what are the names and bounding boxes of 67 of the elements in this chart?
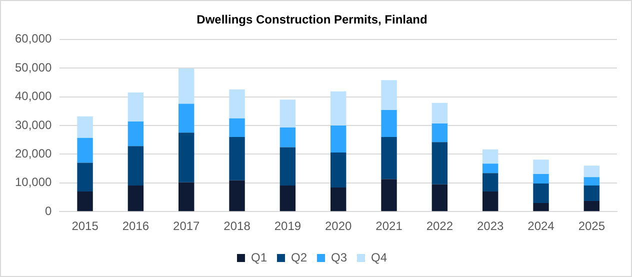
bar xyxy=(432,184,448,212)
bar xyxy=(229,136,245,180)
x-tick-label: 2015 xyxy=(72,219,99,234)
x-tick-label: 2024 xyxy=(528,219,555,234)
y-tick-label: 40,000 xyxy=(15,89,52,104)
bar xyxy=(381,110,397,137)
y-tick-label: 0 xyxy=(45,204,52,218)
bar xyxy=(381,179,397,212)
bar xyxy=(482,164,498,174)
x-tick-label: 2016 xyxy=(122,219,150,234)
y-tick-label: 20,000 xyxy=(15,146,52,161)
x-tick-label: 2019 xyxy=(274,219,302,234)
bar xyxy=(584,200,600,212)
bar xyxy=(77,138,93,163)
bar xyxy=(77,192,93,212)
bar xyxy=(178,132,194,182)
bar xyxy=(178,68,194,104)
bar xyxy=(432,142,448,184)
x-tick-label: 2020 xyxy=(325,219,352,234)
bar xyxy=(432,102,448,124)
y-tick-label: 50,000 xyxy=(15,60,52,74)
bar xyxy=(330,187,346,212)
bar xyxy=(178,104,194,133)
legend-label: Q4 xyxy=(371,250,388,264)
bar xyxy=(432,123,448,142)
x-tick-label: 2017 xyxy=(173,219,200,234)
bar xyxy=(482,192,498,212)
bar xyxy=(584,185,600,201)
bar xyxy=(77,162,93,192)
bar xyxy=(280,100,296,128)
bar xyxy=(482,149,498,164)
x-tick-label: 2025 xyxy=(578,219,606,234)
bar xyxy=(533,202,549,212)
bar xyxy=(128,121,144,146)
bar xyxy=(229,118,245,137)
bar xyxy=(280,147,296,186)
bar xyxy=(229,89,245,118)
y-tick-label: 60,000 xyxy=(15,32,52,46)
x-tick-label: 2018 xyxy=(224,219,251,234)
legend-label: Q1 xyxy=(250,250,268,264)
bar xyxy=(229,180,245,212)
x-tick-label: 2022 xyxy=(426,219,454,234)
y-tick-label: 30,000 xyxy=(15,118,52,132)
bar xyxy=(77,116,93,138)
legend-label: Q2 xyxy=(290,250,308,264)
bar xyxy=(178,182,194,212)
bar xyxy=(128,185,144,212)
bar xyxy=(280,128,296,148)
bar xyxy=(381,80,397,110)
x-tick-label: 2023 xyxy=(476,219,504,234)
legend-label: Q3 xyxy=(331,250,348,264)
bar xyxy=(330,91,346,126)
bar xyxy=(381,136,397,180)
bar xyxy=(533,160,549,174)
chart-title: Dwellings Construction Permits, Finland xyxy=(196,12,428,27)
bar xyxy=(128,92,144,122)
bar xyxy=(330,126,346,152)
bar xyxy=(280,185,296,212)
bar xyxy=(330,152,346,188)
bar xyxy=(584,177,600,186)
y-tick-label: 10,000 xyxy=(15,175,52,190)
bar xyxy=(482,173,498,192)
bar xyxy=(128,146,144,186)
x-tick-label: 2021 xyxy=(376,219,403,234)
bar xyxy=(533,174,549,184)
bar xyxy=(533,183,549,203)
bar xyxy=(584,166,600,178)
